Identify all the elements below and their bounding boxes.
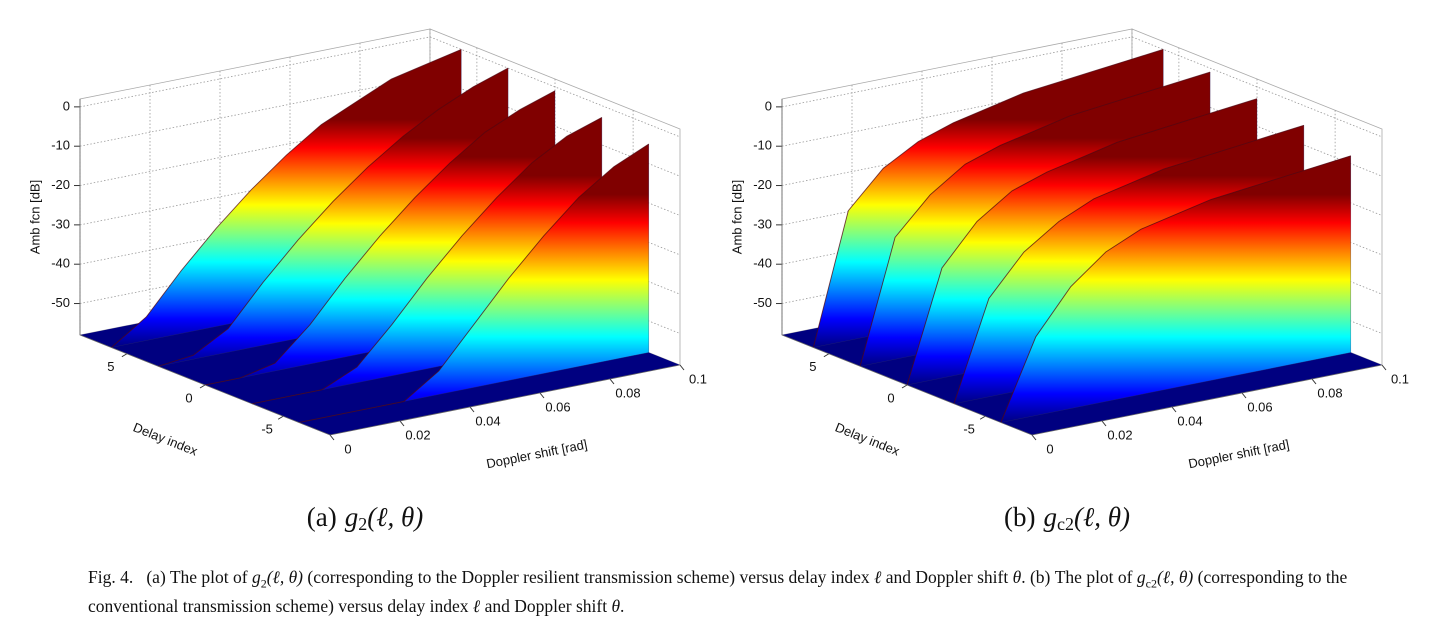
- x-tick-mark: [399, 420, 405, 427]
- z-tick-label: 0: [765, 98, 772, 113]
- caption-subscript: 2: [358, 514, 367, 534]
- x-tick-mark: [329, 434, 335, 441]
- caption-run: θ: [611, 595, 621, 616]
- z-tick-label: -10: [753, 138, 772, 153]
- caption-run: g: [1136, 567, 1146, 587]
- y-tick-mark: [199, 384, 206, 389]
- caption-arguments: (ℓ, θ): [367, 502, 423, 532]
- caption-symbol: g: [1043, 502, 1057, 532]
- ridge-crest: [906, 98, 1258, 386]
- x-tick-label: 0.1: [689, 371, 707, 386]
- ridge-crest: [251, 116, 603, 405]
- x-tick-label: 0: [344, 441, 351, 456]
- ridge-crest: [812, 48, 1164, 348]
- caption-run: .: [620, 595, 625, 616]
- z-tick-label: 0: [63, 98, 70, 113]
- caption-run: ℓ: [874, 567, 882, 587]
- x-tick-mark: [539, 392, 545, 399]
- caption-run: (ℓ, θ): [266, 567, 304, 587]
- x-tick-label: 0.02: [1107, 427, 1132, 442]
- z-tick-label: -40: [753, 256, 772, 271]
- caption-label: (b): [1004, 502, 1035, 532]
- caption-run: (corresponding to the conventional trans…: [88, 567, 1352, 616]
- z-grid-line: [79, 36, 681, 138]
- x-tick-mark: [609, 378, 615, 385]
- x-tick-label: 0: [1046, 441, 1053, 456]
- figure-caption: Fig. 4. (a) The plot of g2(ℓ, θ) (corres…: [88, 566, 1388, 617]
- y-axis-label: Delay index: [131, 419, 200, 458]
- y-tick-mark: [121, 353, 128, 358]
- x-axis-label: Doppler shift [rad]: [485, 437, 589, 472]
- x-tick-mark: [469, 406, 475, 413]
- x-tick-mark: [679, 364, 685, 371]
- axis-edge: [79, 334, 681, 436]
- z-axis-label: Amb fcn [dB]: [27, 180, 42, 254]
- ridge-crest: [157, 67, 509, 367]
- x-tick-mark: [1101, 420, 1107, 427]
- x-tick-label: 0.04: [475, 413, 500, 428]
- z-grid-line: [781, 36, 1383, 138]
- caption-run: and Doppler shift: [881, 567, 1013, 587]
- caption-subscript: c2: [1057, 514, 1074, 534]
- z-tick-label: -40: [51, 256, 70, 271]
- z-tick-label: -50: [51, 295, 70, 310]
- ridge-crest: [298, 143, 650, 423]
- x-tick-label: 0.04: [1177, 413, 1202, 428]
- axis-edge: [781, 334, 1383, 436]
- x-tick-label: 0.08: [615, 385, 640, 400]
- caption-run: Fig. 4. (a) The plot of: [88, 567, 252, 587]
- z-tick-label: -20: [753, 177, 772, 192]
- x-tick-label: 0.06: [1247, 399, 1272, 414]
- x-tick-mark: [1031, 434, 1037, 441]
- caption-run: θ: [1012, 567, 1022, 587]
- x-tick-label: 0.06: [545, 399, 570, 414]
- x-tick-mark: [1381, 364, 1387, 371]
- panel-caption: (b) gc2(ℓ, θ): [1004, 502, 1130, 534]
- ridge-crest: [204, 90, 556, 386]
- x-tick-label: 0.08: [1317, 385, 1342, 400]
- y-tick-label: 5: [107, 359, 114, 374]
- y-tick-mark: [979, 415, 986, 420]
- z-tick-label: -50: [753, 295, 772, 310]
- y-tick-mark: [901, 384, 908, 389]
- x-tick-mark: [1171, 406, 1177, 413]
- ridge-crest: [110, 48, 462, 348]
- x-tick-mark: [1311, 378, 1317, 385]
- caption-run: . (b) The plot of: [1021, 567, 1137, 587]
- caption-run: c2: [1145, 576, 1157, 591]
- ridge-crest: [859, 71, 1211, 367]
- y-tick-label: 0: [185, 390, 192, 405]
- ridge-crest: [1000, 155, 1351, 423]
- caption-arguments: (ℓ, θ): [1074, 502, 1130, 532]
- z-tick-label: -30: [753, 216, 772, 231]
- figure: 0-10-20-30-40-5000.020.040.060.080.1-505…: [27, 28, 1409, 534]
- x-tick-label: 0.02: [405, 427, 430, 442]
- caption-run: g: [251, 567, 261, 587]
- caption-run: (corresponding to the Doppler resilient …: [303, 567, 875, 587]
- x-axis-label: Doppler shift [rad]: [1187, 437, 1291, 472]
- y-tick-mark: [277, 415, 284, 420]
- x-tick-mark: [1241, 392, 1247, 399]
- caption-run: 2: [260, 576, 267, 591]
- z-tick-label: -30: [51, 216, 70, 231]
- ridge-crest: [953, 124, 1305, 404]
- z-tick-label: -20: [51, 177, 70, 192]
- caption-symbol: g: [345, 502, 359, 532]
- caption-run: ℓ: [472, 595, 481, 616]
- z-tick-label: -10: [51, 138, 70, 153]
- y-tick-mark: [823, 353, 830, 358]
- y-tick-label: 5: [809, 359, 816, 374]
- caption-run: and Doppler shift: [480, 595, 612, 616]
- y-tick-label: -5: [963, 422, 975, 437]
- caption-label: (a): [307, 502, 337, 532]
- y-axis-label: Delay index: [833, 419, 902, 458]
- panel-caption: (a) g2(ℓ, θ): [307, 502, 423, 534]
- caption-run: (ℓ, θ): [1156, 567, 1194, 587]
- z-axis-label: Amb fcn [dB]: [729, 180, 744, 254]
- x-tick-label: 0.1: [1391, 371, 1409, 386]
- y-tick-label: 0: [887, 390, 894, 405]
- y-tick-label: -5: [261, 422, 273, 437]
